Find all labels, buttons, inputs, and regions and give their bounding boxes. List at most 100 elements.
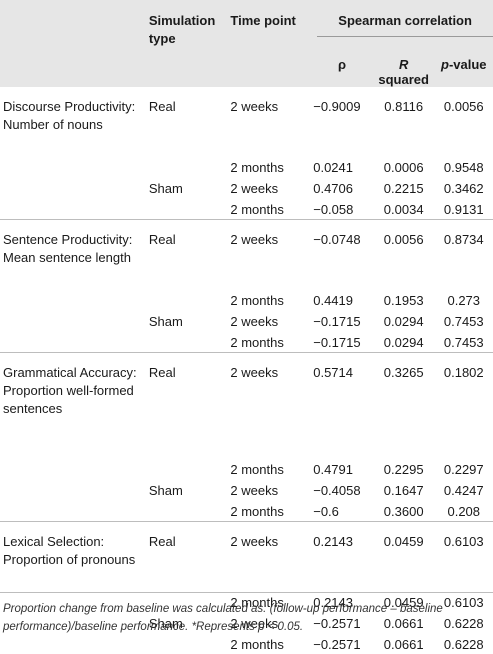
header-simulation-type: Simulation type — [148, 0, 231, 48]
time-point-cell: 2 months — [230, 462, 284, 477]
p-value-cell: 0.208 — [447, 504, 481, 519]
measure-label-line-3: sentences — [3, 401, 63, 416]
rho-cell: −0.1715 — [313, 335, 361, 350]
r-squared-cell: 0.2215 — [383, 181, 424, 196]
table-row: Discourse Productivity: Number of nouns Re… — [0, 87, 493, 134]
simulation-type-cell — [149, 198, 231, 220]
time-point-cell: 2 months — [230, 160, 284, 175]
header-measure — [0, 0, 149, 48]
r-squared-cell: 0.0459 — [372, 521, 435, 569]
simulation-type-cell: Sham — [148, 314, 183, 329]
header-r-squared: R squared — [372, 48, 435, 87]
r-squared-cell: 0.0294 — [383, 335, 424, 350]
p-value-cell: 0.1802 — [434, 352, 493, 418]
r-squared-cell: 0.8116 — [384, 99, 424, 114]
footnote: Proportion change from baseline was calc… — [3, 600, 491, 636]
measure-cell: Lexical Selection: Proportion of pronouns — [0, 521, 149, 569]
rho-cell: −0.4058 — [313, 483, 361, 498]
simulation-type-cell — [149, 267, 231, 310]
rho-cell: −0.6 — [313, 504, 339, 519]
r-squared-cell: 0.0056 — [372, 219, 435, 267]
table-row: 2 months 0.2143 0.0459 0.6103 — [0, 569, 493, 612]
measure-label-line-2: Number of nouns — [3, 117, 103, 132]
p-value-cell: 0.7453 — [443, 335, 484, 350]
header-empty-2 — [148, 48, 231, 87]
table-row: Sham 2 weeks −0.4058 0.1647 0.4247 — [0, 479, 493, 500]
table-row: Sham 2 weeks 0.4706 0.2215 0.3462 — [0, 177, 493, 198]
simulation-type-cell: Sham — [148, 483, 183, 498]
measure-cell: Sentence Productivity: Mean sentence leng… — [0, 219, 149, 267]
bottom-rule — [0, 592, 493, 593]
r-squared-cell: 0.0006 — [383, 160, 424, 175]
simulation-type-cell — [149, 418, 231, 479]
time-point-cell: 2 months — [230, 335, 284, 350]
simulation-type-cell — [149, 331, 231, 353]
r-squared-cell: 0.3265 — [372, 352, 435, 418]
r-squared-cell: 0.0661 — [383, 616, 424, 631]
measure-cell — [0, 500, 149, 522]
table-row: Lexical Selection: Proportion of pronouns… — [0, 521, 493, 569]
header-r-rest: squared — [378, 72, 429, 87]
p-value-cell: 0.8734 — [434, 219, 493, 267]
measure-label-line-1: Lexical Selection: — [3, 534, 105, 549]
rho-cell: 0.2143 — [311, 521, 373, 569]
table-body: Discourse Productivity: Number of nouns Re… — [0, 87, 493, 654]
p-value-cell: 0.0056 — [443, 99, 484, 114]
table-row: 2 months 0.4791 0.2295 0.2297 — [0, 418, 493, 479]
p-value-cell: 0.7453 — [443, 314, 484, 329]
measure-cell — [0, 134, 149, 177]
table-row: Grammatical Accuracy: Proportion well-for… — [0, 352, 493, 418]
time-point-cell: 2 months — [230, 293, 284, 308]
measure-cell — [0, 331, 149, 353]
simulation-type-cell: Real — [148, 219, 231, 267]
r-squared-cell: 0.1953 — [383, 293, 424, 308]
simulation-type-cell: Sham — [148, 616, 183, 631]
measure-cell: Discourse Productivity: Number of nouns — [0, 87, 149, 134]
measure-cell — [0, 479, 149, 500]
simulation-type-cell: Sham — [148, 181, 183, 196]
r-squared-cell: 0.0294 — [383, 314, 424, 329]
rho-cell: −0.9009 — [313, 99, 361, 114]
p-value-cell: 0.9548 — [443, 160, 484, 175]
table-row: 2 months −0.1715 0.0294 0.7453 — [0, 331, 493, 353]
header-rho: ρ — [311, 48, 373, 87]
p-value-cell: 0.273 — [447, 293, 481, 308]
measure-cell: Grammatical Accuracy: Proportion well-for… — [0, 352, 149, 418]
header-spearman-label: Spearman correlation — [317, 12, 493, 37]
header-spearman-group: Spearman correlation — [311, 0, 493, 48]
header-time-point: Time point — [230, 0, 312, 48]
time-point-cell: 2 weeks — [230, 99, 279, 114]
r-squared-cell: 0.2295 — [383, 462, 424, 477]
measure-cell — [0, 418, 149, 479]
time-point-cell: 2 weeks — [230, 219, 312, 267]
measure-label-line-1: Sentence Productivity: — [3, 232, 133, 247]
p-value-cell: 0.6103 — [434, 521, 493, 569]
measure-cell — [0, 310, 149, 331]
measure-cell — [0, 177, 149, 198]
header-empty-1 — [0, 48, 149, 87]
header-row-1: Simulation type Time point Spearman corr… — [0, 0, 493, 48]
rho-cell: −0.2571 — [313, 616, 361, 631]
time-point-cell: 2 weeks — [230, 483, 279, 498]
time-point-cell: 2 weeks — [230, 314, 279, 329]
time-point-cell: 2 weeks — [230, 521, 312, 569]
rho-cell: 0.5714 — [311, 352, 373, 418]
footnote-line-2: performance)/baseline performance. *Repr… — [3, 621, 304, 633]
time-point-cell: 2 months — [230, 504, 284, 519]
simulation-type-cell: Real — [148, 352, 231, 418]
rho-cell: 0.4791 — [313, 462, 353, 477]
r-squared-cell: 0.3600 — [383, 504, 424, 519]
p-value-cell: 0.6103 — [443, 595, 484, 610]
rho-cell: −0.058 — [313, 202, 354, 217]
measure-label-line-2: Proportion of pronouns — [3, 552, 136, 567]
table-row: 2 months −0.6 0.3600 0.208 — [0, 500, 493, 522]
measure-label-line-2: Proportion well-formed — [3, 383, 134, 398]
r-squared-cell: 0.1647 — [383, 483, 424, 498]
rho-cell: 0.2143 — [313, 595, 353, 610]
rho-cell: −0.0748 — [311, 219, 373, 267]
table-row: Sentence Productivity: Mean sentence leng… — [0, 219, 493, 267]
table-row: 2 months 0.4419 0.1953 0.273 — [0, 267, 493, 310]
p-value-cell: 0.3462 — [443, 181, 484, 196]
